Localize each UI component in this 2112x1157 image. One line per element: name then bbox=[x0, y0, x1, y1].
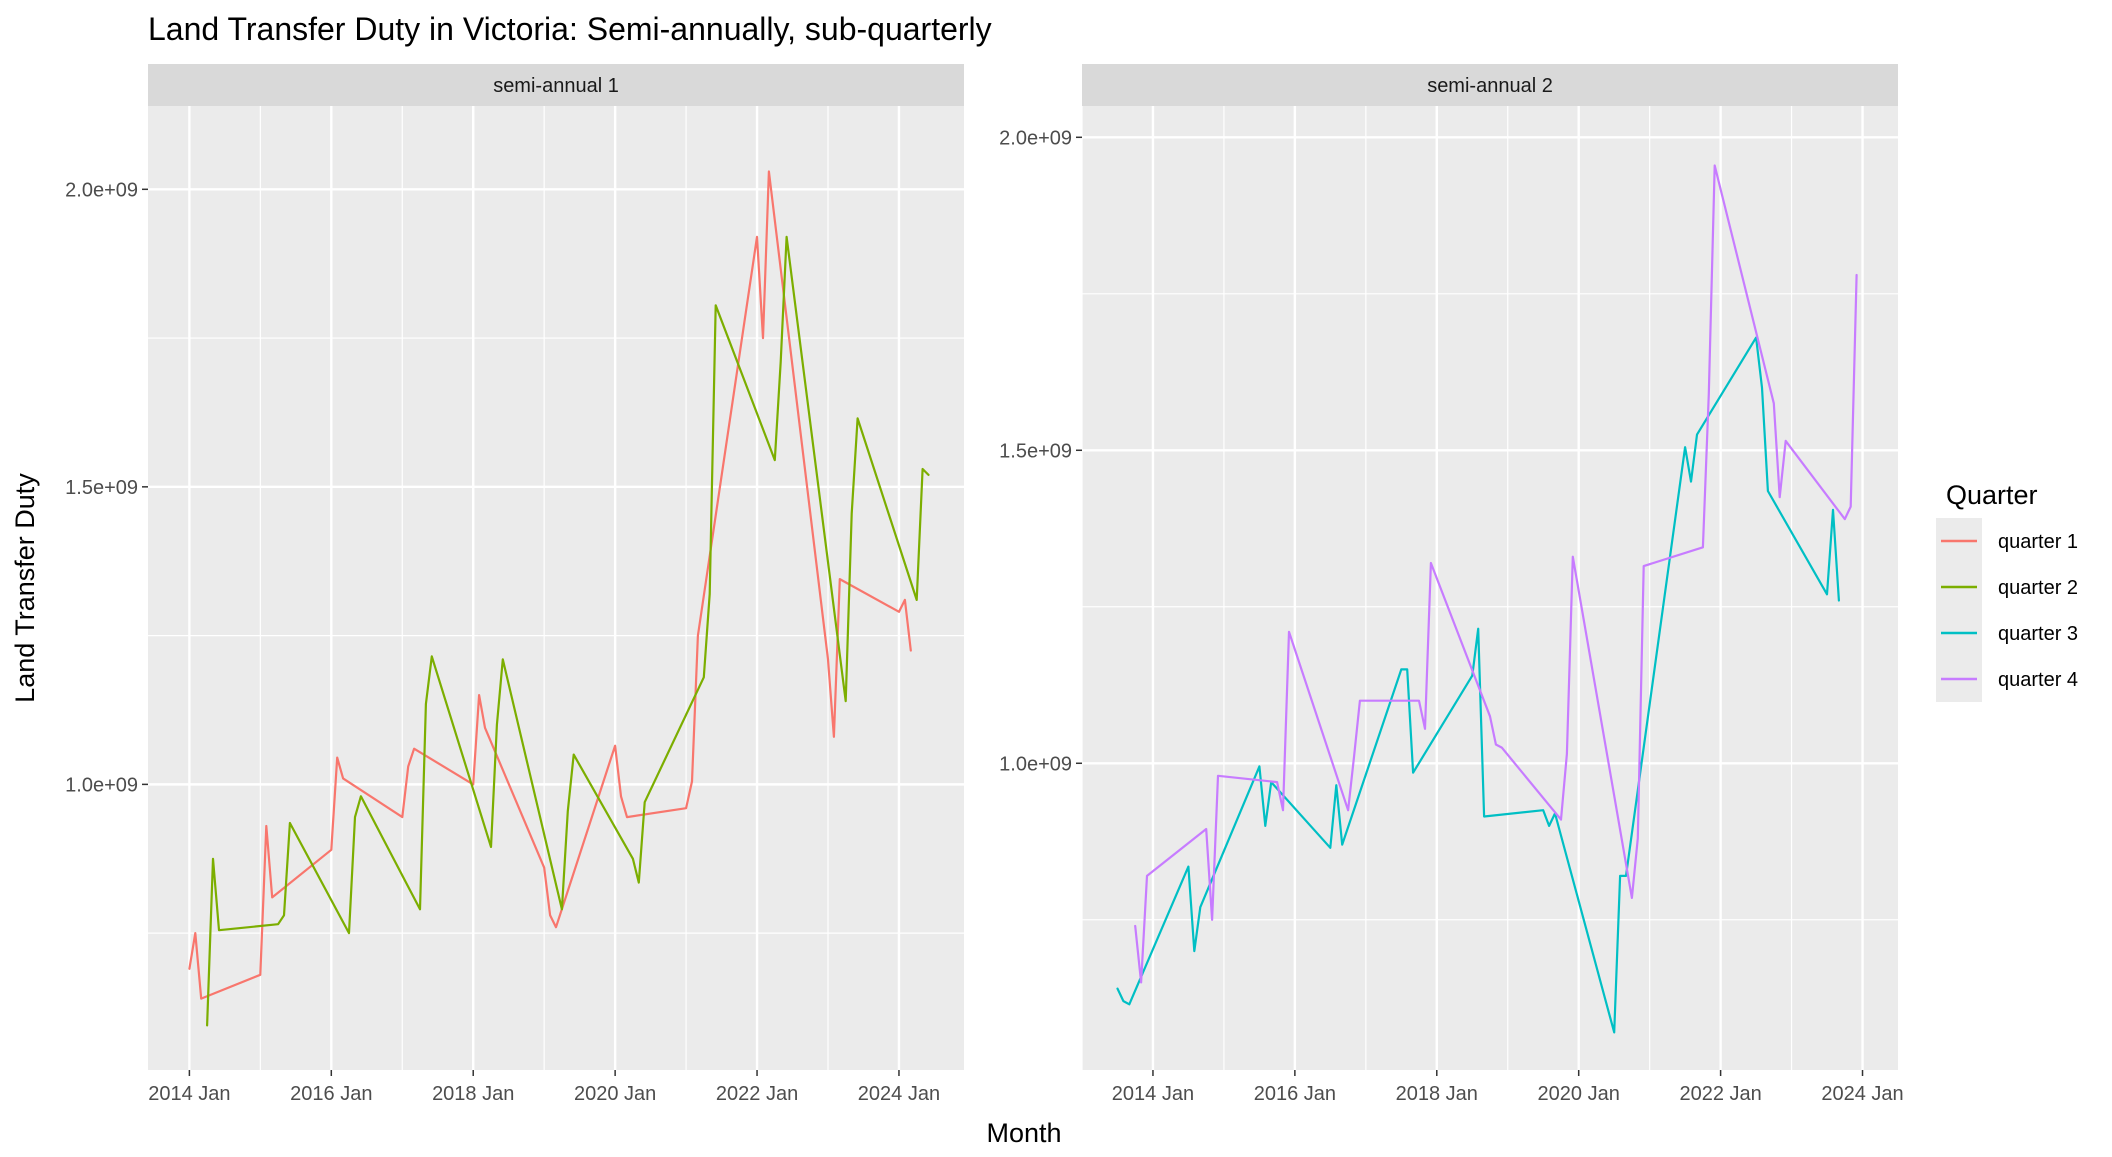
x-tick-label: 2022 Jan bbox=[1679, 1083, 1761, 1105]
x-tick-label: 2018 Jan bbox=[1396, 1083, 1478, 1105]
x-tick-label: 2016 Jan bbox=[290, 1083, 372, 1105]
x-tick-label: 2014 Jan bbox=[148, 1083, 230, 1105]
legend-label: quarter 1 bbox=[1998, 531, 2078, 553]
legend-item-quarter-2: quarter 2 bbox=[1936, 564, 2078, 610]
x-axis: 2014 Jan 2016 Jan 2018 Jan 2020 Jan 2022 Jan… bbox=[148, 1070, 940, 1105]
strip-background bbox=[1082, 64, 1898, 106]
y-axis-title: Land Transfer Duty bbox=[10, 473, 40, 703]
x-tick-label: 2020 Jan bbox=[1538, 1083, 1620, 1105]
y-axis: 1.0e+09 1.5e+09 2.0e+09 bbox=[999, 127, 1082, 775]
strip-label: semi-annual 2 bbox=[1427, 75, 1553, 97]
strip-label: semi-annual 1 bbox=[493, 75, 619, 97]
series-line-quarter-4 bbox=[1134, 164, 1858, 984]
legend-item-quarter-3: quarter 3 bbox=[1936, 610, 2078, 656]
series-line-quarter-3 bbox=[1116, 336, 1841, 1034]
x-tick-label: 2024 Jan bbox=[858, 1083, 940, 1105]
legend-items: quarter 1 quarter 2 quarter 3 quarter 4 bbox=[1936, 518, 2078, 702]
y-tick-label: 1.5e+09 bbox=[999, 440, 1072, 462]
y-tick-label: 1.0e+09 bbox=[65, 774, 138, 796]
x-tick-label: 2024 Jan bbox=[1821, 1083, 1903, 1105]
y-tick-label: 2.0e+09 bbox=[65, 179, 138, 201]
legend-title: Quarter bbox=[1946, 480, 2038, 510]
x-axis: 2014 Jan 2016 Jan 2018 Jan 2020 Jan 2022 Jan… bbox=[1112, 1070, 1904, 1105]
series-line-quarter-1 bbox=[188, 170, 912, 1000]
grid-minor bbox=[1081, 106, 1898, 1070]
x-tick-label: 2018 Jan bbox=[432, 1083, 514, 1105]
legend-item-quarter-4: quarter 4 bbox=[1936, 656, 2078, 702]
strip-background bbox=[148, 64, 964, 106]
series-lines bbox=[1116, 164, 1858, 1034]
grid-minor bbox=[148, 106, 964, 1070]
y-tick-label: 1.0e+09 bbox=[999, 753, 1072, 775]
legend-label: quarter 4 bbox=[1998, 669, 2078, 691]
y-tick-label: 1.5e+09 bbox=[65, 477, 138, 499]
grid-major bbox=[1082, 106, 1898, 1070]
series-line-quarter-2 bbox=[206, 235, 930, 1027]
x-axis-title: Month bbox=[986, 1118, 1061, 1148]
legend-label: quarter 3 bbox=[1998, 623, 2078, 645]
chart-title: Land Transfer Duty in Victoria: Semi-ann… bbox=[148, 11, 992, 47]
x-tick-label: 2014 Jan bbox=[1112, 1083, 1194, 1105]
series-lines bbox=[188, 170, 930, 1027]
y-axis: 1.0e+09 1.5e+09 2.0e+09 bbox=[65, 179, 148, 796]
grid-major bbox=[148, 106, 964, 1070]
panel-semi-annual-2: semi-annual 2 1.0e+09 1.5e+09 2.0e+09 2014… bbox=[999, 64, 1904, 1105]
panel-background bbox=[1082, 106, 1898, 1070]
x-tick-label: 2016 Jan bbox=[1254, 1083, 1336, 1105]
x-tick-label: 2020 Jan bbox=[574, 1083, 656, 1105]
x-tick-label: 2022 Jan bbox=[716, 1083, 798, 1105]
legend-label: quarter 2 bbox=[1998, 577, 2078, 599]
panel-semi-annual-1: semi-annual 1 1.0e+09 1.5e+09 2.0e+09 2014… bbox=[65, 64, 964, 1105]
y-tick-label: 2.0e+09 bbox=[999, 127, 1072, 149]
legend-item-quarter-1: quarter 1 bbox=[1936, 518, 2078, 564]
